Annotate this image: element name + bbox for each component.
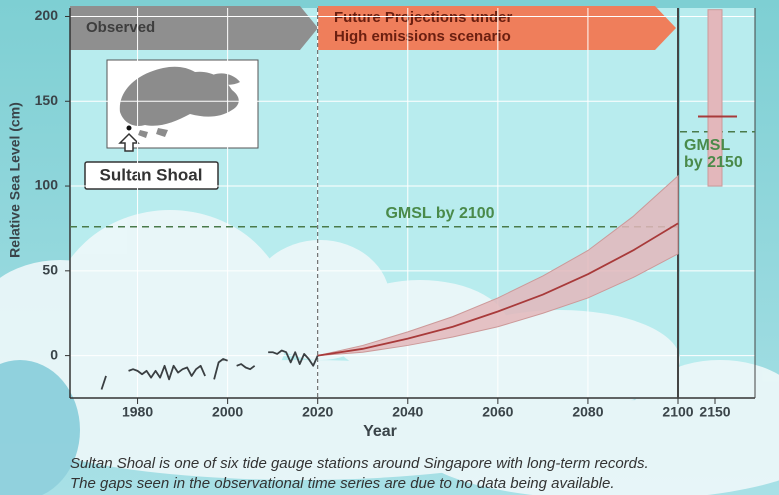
observed-line [100,349,319,390]
y-axis-label: Relative Sea Level (cm) [7,102,23,258]
x-tick-label: 2020 [302,404,333,420]
gmsl-2150-label: GMSL [684,137,730,154]
y-tick-label: 150 [35,92,59,108]
y-tick-label: 0 [50,346,58,362]
x-tick-label: 2080 [572,404,603,420]
banner-observed [70,6,318,50]
x-tick-label: 2100 [662,404,693,420]
x-tick-label: 2040 [392,404,423,420]
y-tick-label: 50 [42,262,58,278]
x-tick-label: 2150 [699,404,730,420]
gmsl-2150-label: by 2150 [684,154,743,171]
x-tick-label: 2000 [212,404,243,420]
banner-projection-text: High emissions scenario [334,28,511,45]
gmsl-label: GMSL by 2100 [385,205,494,222]
projection-median [317,222,679,357]
station-dot [126,125,132,131]
caption: Sultan Shoal is one of six tide gauge st… [70,455,649,472]
side-range [707,9,723,187]
clouds [0,210,779,495]
y-tick-label: 100 [35,177,59,193]
y-tick-label: 200 [35,7,59,23]
inset-label: Sultan Shoal [100,165,203,184]
x-tick-label: 1980 [122,404,153,420]
projection-band [317,174,679,357]
inset-label-box [84,161,219,190]
banner-projection-text: Future Projections under [334,9,513,26]
x-axis-label: Year [363,423,397,440]
island-shape [119,66,240,138]
banner-observed-text: Observed [86,19,155,36]
x-tick-label: 2060 [482,404,513,420]
caption: The gaps seen in the observational time … [70,475,615,492]
